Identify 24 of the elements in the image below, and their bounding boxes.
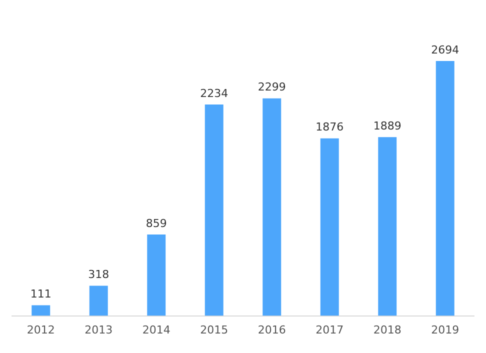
x-tick-label: 2016 [258,323,286,336]
data-label: 318 [88,268,110,282]
data-label: 2694 [431,43,460,56]
bar [32,305,50,316]
x-tick-label: 2012 [26,323,55,336]
data-label: 2234 [200,86,228,100]
data-label: 111 [30,288,52,301]
bar [320,138,339,316]
data-label: 859 [146,216,167,230]
x-tick-label: 2017 [316,323,344,336]
bar [262,98,282,316]
x-tick-label: 2019 [431,323,460,336]
data-label: 1889 [373,119,402,132]
x-tick-label: 2014 [142,323,170,336]
x-tick-label: 2013 [84,323,113,336]
bar [204,104,224,316]
x-tick-label: 2018 [373,323,402,336]
data-label: 2299 [258,80,286,94]
data-label: 1876 [316,120,344,134]
bar [147,234,166,316]
bar [378,137,397,316]
bar [436,60,454,316]
bar [89,286,108,316]
x-tick-label: 2015 [200,323,228,336]
